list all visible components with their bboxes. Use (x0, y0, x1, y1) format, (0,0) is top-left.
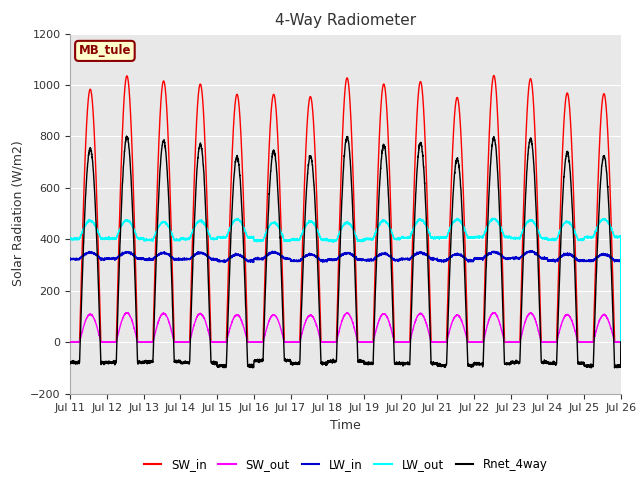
LW_in (616, 258, 624, 264)
LW_in (528, 248, 536, 253)
SW_in (166, 165, 173, 171)
Rnet_4way (67, 361, 74, 367)
LW_in (438, 258, 446, 264)
SW_out (325, 339, 333, 345)
LW_in (500, 256, 508, 262)
SW_out (617, 339, 625, 345)
Legend: SW_in, SW_out, LW_in, LW_out, Rnet_4way: SW_in, SW_out, LW_in, LW_out, Rnet_4way (139, 454, 552, 476)
SW_in (438, 339, 446, 345)
LW_out (490, 216, 498, 221)
SW_in (490, 72, 498, 78)
SW_out (500, 338, 508, 344)
Text: MB_tule: MB_tule (79, 44, 131, 58)
Rnet_4way (438, 362, 446, 368)
X-axis label: Time: Time (330, 419, 361, 432)
SW_in (67, 339, 74, 345)
LW_in (617, 339, 625, 345)
SW_out (166, 320, 173, 326)
SW_out (438, 339, 446, 345)
SW_in (500, 328, 508, 334)
Rnet_4way (616, 364, 624, 370)
Rnet_4way (166, 215, 173, 221)
LW_out (438, 235, 446, 241)
LW_out (67, 236, 74, 241)
LW_in (325, 256, 333, 262)
SW_in (616, 339, 624, 345)
LW_in (166, 252, 173, 258)
LW_out (166, 225, 173, 230)
SW_in (325, 339, 333, 345)
Rnet_4way (617, 339, 625, 345)
Rnet_4way (611, 365, 618, 371)
LW_out (500, 233, 508, 239)
Line: SW_in: SW_in (70, 75, 621, 342)
SW_in (617, 339, 625, 345)
LW_in (469, 258, 477, 264)
SW_out (491, 310, 499, 315)
Y-axis label: Solar Radiation (W/m2): Solar Radiation (W/m2) (12, 141, 24, 287)
Title: 4-Way Radiometer: 4-Way Radiometer (275, 13, 416, 28)
SW_out (469, 339, 477, 345)
SW_out (67, 339, 74, 345)
LW_out (617, 339, 625, 345)
Line: LW_in: LW_in (70, 251, 621, 342)
SW_out (616, 339, 624, 345)
Rnet_4way (123, 133, 131, 139)
Line: LW_out: LW_out (70, 218, 621, 342)
Line: SW_out: SW_out (70, 312, 621, 342)
Rnet_4way (500, 351, 508, 357)
LW_out (325, 238, 333, 243)
SW_in (469, 339, 477, 345)
Rnet_4way (325, 358, 333, 364)
LW_in (67, 257, 74, 263)
LW_out (616, 234, 624, 240)
LW_out (469, 234, 477, 240)
Rnet_4way (469, 363, 477, 369)
Line: Rnet_4way: Rnet_4way (70, 136, 621, 368)
